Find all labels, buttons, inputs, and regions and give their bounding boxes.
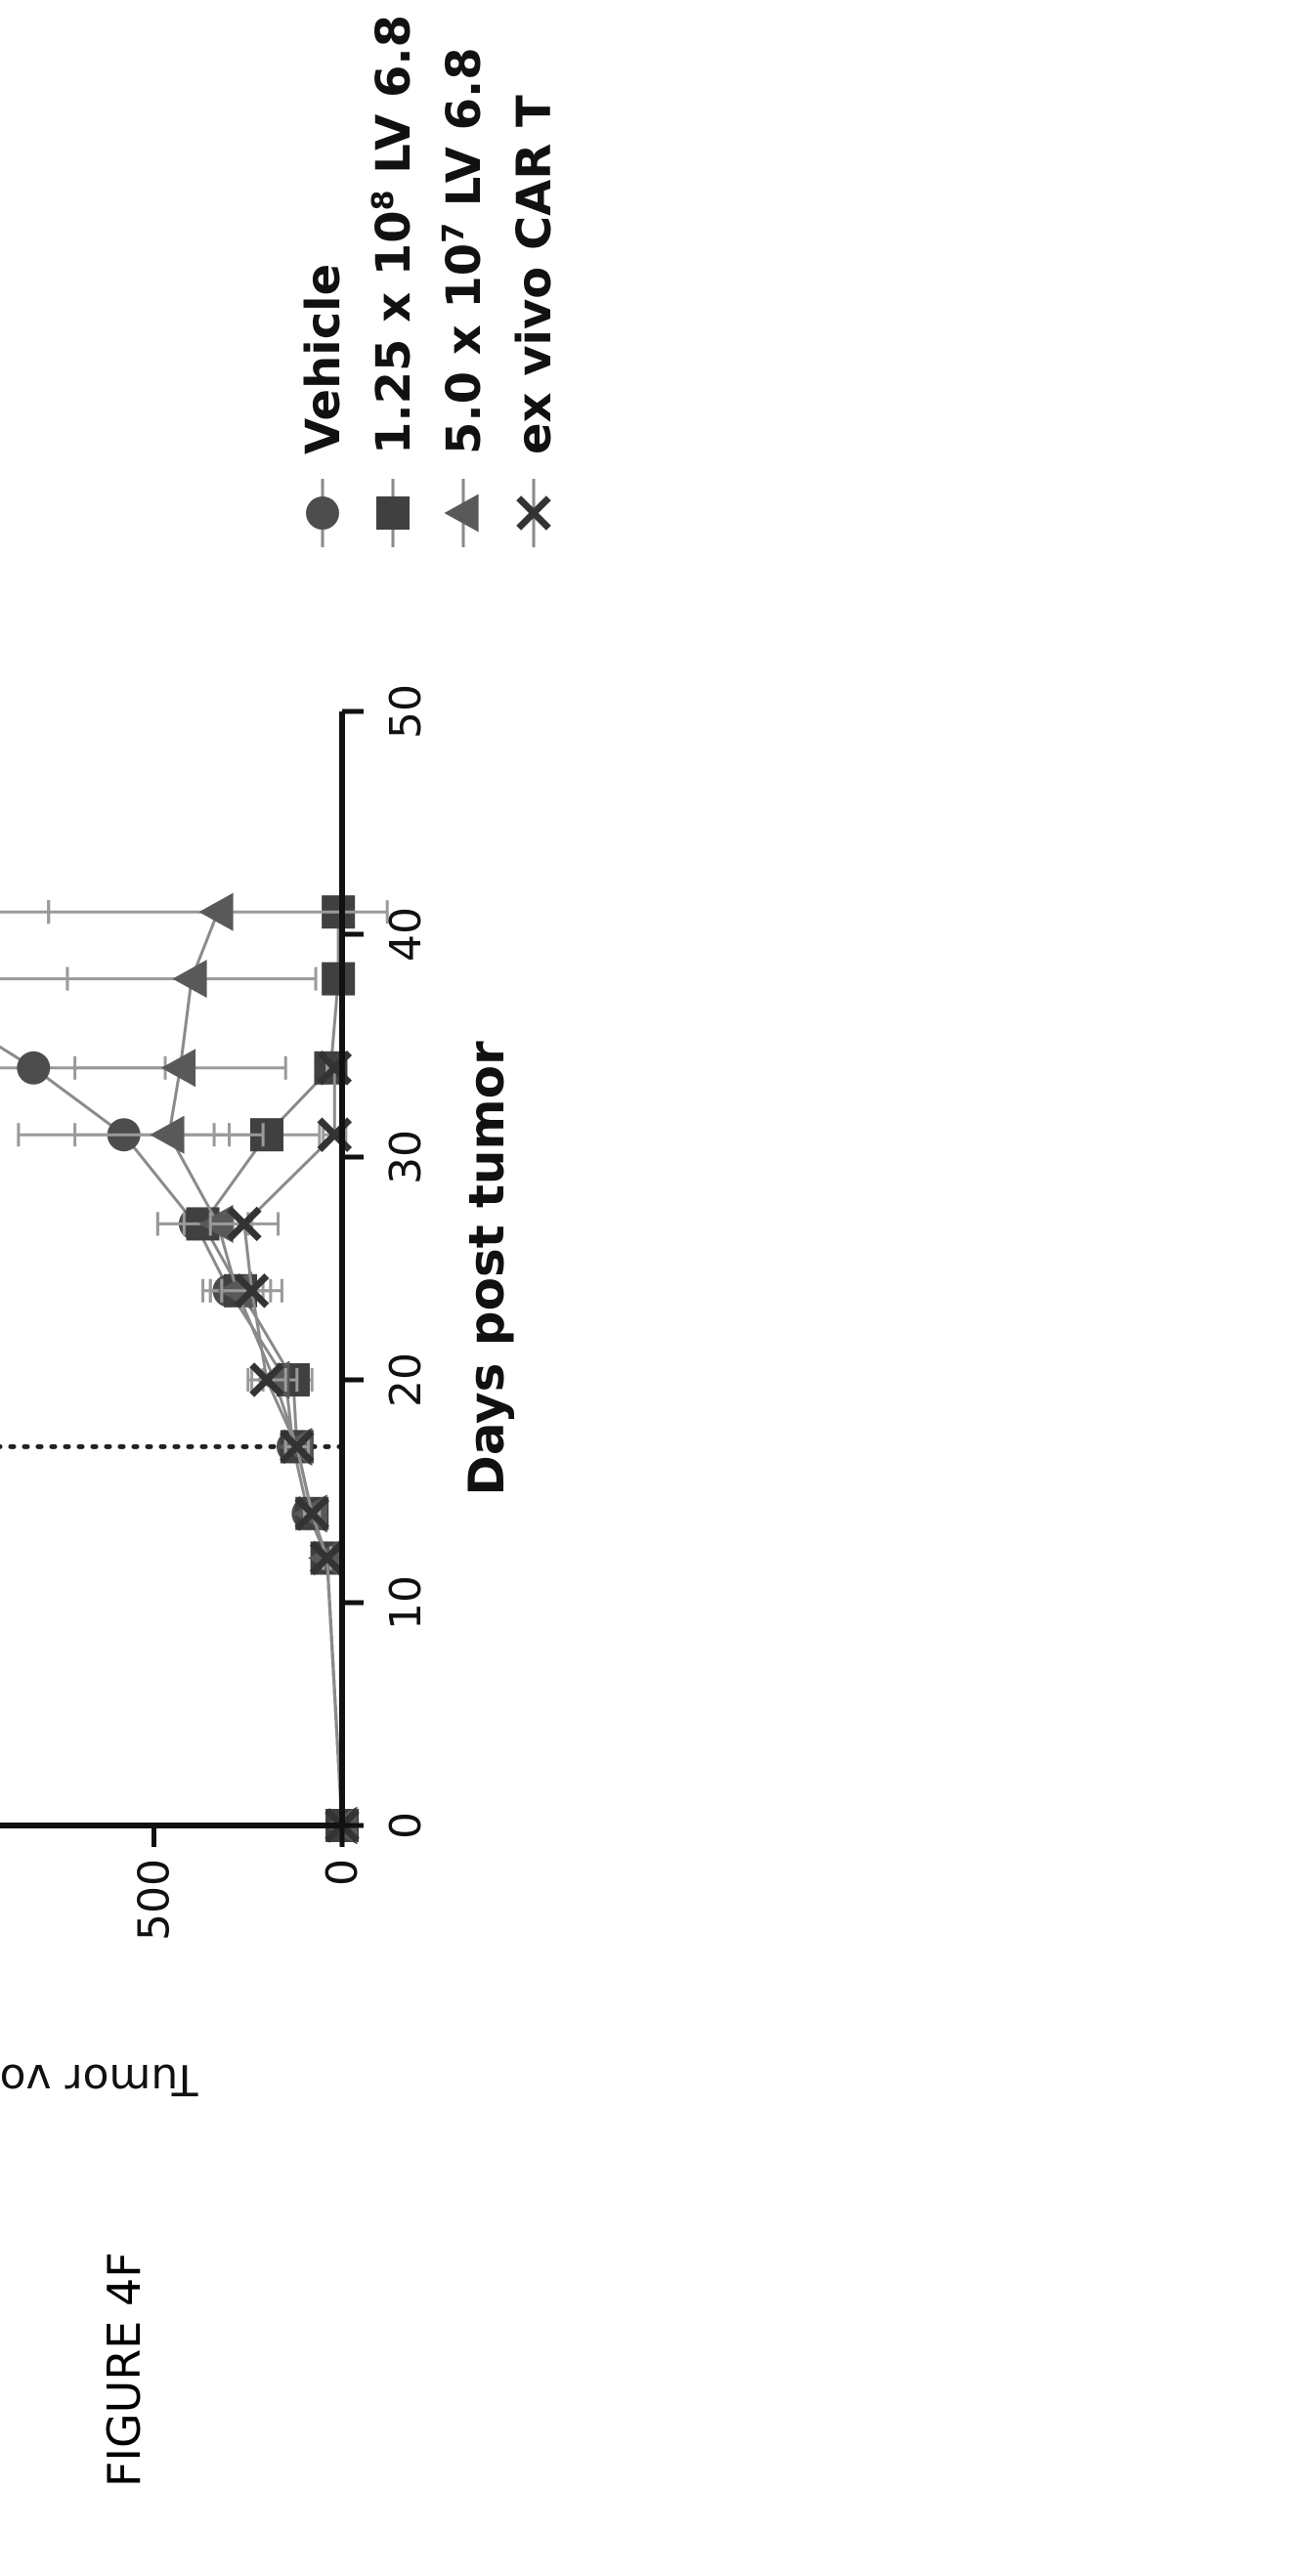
legend: Vehicle 1.25 x 108 LV 6.85.0 x 107 LV 6.8… — [296, 15, 562, 547]
marker-stroke — [227, 1206, 262, 1242]
axes: 010203040500500100015002000 — [0, 684, 431, 1941]
legend-marker — [376, 496, 410, 530]
y-tick-label: 500 — [130, 1859, 180, 1941]
data-point — [227, 1206, 262, 1242]
legend-label: 5.0 x 107 LV 6.8 — [437, 47, 493, 454]
legend-item: 1.25 x 108 LV 6.8 — [367, 15, 422, 547]
x-tick-label: 20 — [381, 1352, 431, 1407]
legend-marker — [444, 494, 479, 533]
data-point — [249, 1362, 284, 1397]
marker-stroke — [280, 1429, 315, 1465]
data-point — [309, 1540, 345, 1576]
legend-item: 5.0 x 107 LV 6.8 — [437, 47, 493, 547]
data-point — [234, 1273, 270, 1309]
legend-marker — [306, 496, 339, 530]
data-point — [280, 1429, 315, 1465]
series-line — [200, 912, 344, 1826]
data-point — [322, 962, 356, 996]
data-point — [250, 1118, 283, 1152]
marker-stroke — [294, 1496, 329, 1531]
legend-label-text: 1.25 x 10 — [367, 210, 421, 454]
x-tick-label: 50 — [381, 684, 431, 739]
legend-label: ex vivo CAR T — [507, 95, 562, 454]
x-axis-label: Days post tumor — [458, 1041, 515, 1496]
legend-marker — [516, 495, 551, 531]
marker-stroke — [234, 1273, 270, 1309]
series-3 — [208, 1051, 360, 1843]
data-point — [17, 1051, 51, 1085]
legend-label-text: LV 6.8 — [367, 15, 421, 191]
plot-area: 010203040500500100015002000 Days post tu… — [0, 684, 515, 2104]
data-point — [160, 1049, 196, 1088]
y-axis-label: Tumor volume (mm3) — [0, 2054, 198, 2104]
legend-label-text: LV 6.8 — [437, 47, 492, 223]
legend-label-superscript: 8 — [367, 191, 401, 211]
legend-label-text: 5.0 x 10 — [437, 243, 492, 454]
legend-label: Vehicle — [296, 264, 351, 454]
data-point — [294, 1496, 329, 1531]
marker-stroke — [309, 1540, 345, 1576]
marker-stroke — [516, 495, 551, 531]
legend-label: 1.25 x 108 LV 6.8 — [367, 15, 422, 454]
data-point — [172, 960, 207, 999]
marker-stroke — [249, 1362, 284, 1397]
x-tick-label: 40 — [381, 907, 431, 962]
data-point — [198, 892, 234, 931]
legend-item: ex vivo CAR T — [507, 95, 562, 547]
x-tick-label: 0 — [381, 1812, 431, 1839]
legend-label-superscript: 7 — [437, 223, 471, 243]
data-point — [150, 1115, 185, 1154]
y-tick-label: 0 — [318, 1859, 368, 1886]
legend-item: Vehicle — [296, 264, 351, 547]
x-tick-label: 30 — [381, 1130, 431, 1184]
x-tick-label: 10 — [381, 1575, 431, 1630]
series-layer — [0, 892, 389, 1845]
